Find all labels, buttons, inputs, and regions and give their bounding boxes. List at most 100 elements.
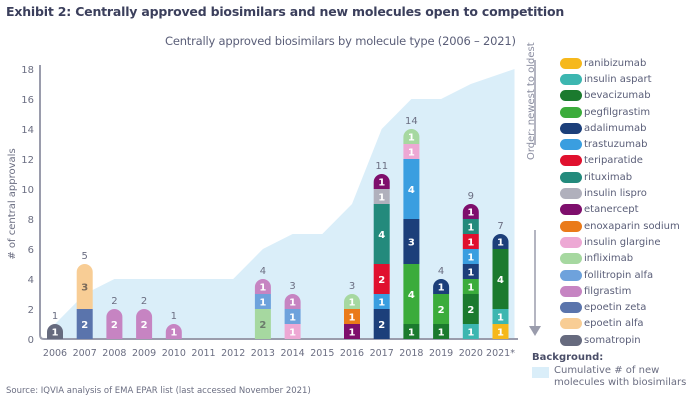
background-legend-text: Cumulative # of new molecules with biosi…: [554, 365, 687, 388]
legend-item: adalimumab: [560, 120, 680, 136]
legend-label: somatropin: [584, 334, 641, 346]
legend-item: epoetin zeta: [560, 299, 680, 315]
bar-total-label: 5: [82, 251, 88, 262]
bar-segment-label: 1: [378, 298, 385, 309]
bar-segment-label: 1: [349, 313, 356, 324]
bar-segment-label: 1: [408, 328, 415, 339]
y-tick-label: 14: [21, 125, 34, 136]
bar-segment-label: 1: [438, 283, 445, 294]
bar-segment-label: 1: [259, 298, 266, 309]
bar-segment-bevacizumab: [403, 324, 420, 339]
legend-item: ranibizumab: [560, 55, 680, 71]
y-tick-label: 12: [21, 155, 34, 166]
bar-segment-label: 4: [497, 275, 504, 286]
legend-swatch: [560, 122, 582, 134]
legend-label: etanercept: [584, 204, 639, 216]
legend-label: enoxaparin sodium: [584, 220, 680, 232]
legend-label: insulin glargine: [584, 236, 661, 248]
bar-segment-infliximab: [403, 129, 420, 144]
bar-segment-trastuzumab: [373, 294, 390, 309]
bar-segment-label: 1: [408, 133, 415, 144]
background-legend-swatch: [532, 367, 549, 378]
legend-label: epoetin zeta: [584, 302, 647, 314]
bar-segment-insulin-glargine: [403, 144, 420, 159]
legend-swatch: [560, 90, 582, 102]
legend-swatch: [560, 57, 582, 69]
x-tick-label: 2018: [399, 348, 423, 359]
bar-segment-label: 2: [81, 320, 88, 331]
y-tick-label: 16: [21, 95, 34, 106]
bar-segment-filgrastim: [284, 294, 301, 309]
bar-segment-label: 1: [467, 238, 474, 249]
bar-segment-label: 1: [259, 283, 266, 294]
bar-segment-epoetin-zeta: [76, 309, 93, 339]
bar-segment-follitropin-alfa: [284, 309, 301, 324]
bar-segment-label: 1: [289, 313, 296, 324]
bar-segment-adalimumab: [462, 264, 479, 279]
bar-segment-label: 4: [378, 230, 385, 241]
bar-segment-infliximab: [344, 294, 360, 309]
bar-total-label: 14: [405, 116, 418, 127]
bar-total-label: 7: [497, 221, 503, 232]
y-tick-label: 2: [28, 305, 34, 316]
legend-swatch: [560, 73, 582, 85]
legend-swatch: [560, 236, 582, 248]
bar-total-label: 9: [468, 191, 474, 202]
legend-swatch: [560, 171, 582, 183]
bar-segment-label: 1: [497, 238, 504, 249]
legend-label: epoetin alfa: [584, 318, 644, 330]
bar-segment-trastuzumab: [403, 159, 420, 219]
legend-label: teriparatide: [584, 155, 643, 167]
bar-total-label: 1: [52, 311, 58, 322]
chart-title: Centrally approved biosimilars by molecu…: [165, 34, 516, 48]
bar-segment-ranibizumab: [492, 324, 509, 339]
legend-item: teriparatide: [560, 153, 680, 169]
bar-total-label: 3: [289, 281, 295, 292]
x-tick-label: 2008: [102, 348, 126, 359]
legend-swatch: [560, 253, 582, 265]
bar-segment-label: 1: [349, 298, 356, 309]
bar-segment-label: 1: [467, 268, 474, 279]
legend-item: insulin glargine: [560, 234, 680, 250]
legend-item: infliximab: [560, 251, 680, 267]
bar-segment-infliximab: [254, 309, 271, 339]
y-tick-label: 4: [28, 275, 34, 286]
legend-swatch: [560, 318, 582, 330]
legend: ranibizumab insulin aspart bevacizumab pegf…: [560, 55, 680, 348]
legend-label: adalimumab: [584, 122, 647, 134]
x-tick-label: 2006: [43, 348, 67, 359]
bar-segment-rituximab: [373, 204, 390, 264]
legend-swatch: [560, 204, 582, 216]
legend-item: epoetin alfa: [560, 316, 680, 332]
bar-total-label: 4: [438, 266, 444, 277]
bar-segment-label: 2: [111, 320, 118, 331]
y-tick-label: 0: [28, 335, 34, 346]
legend-label: bevacizumab: [584, 90, 651, 102]
x-tick-label: 2014: [281, 348, 305, 359]
legend-label: infliximab: [584, 253, 634, 265]
legend-swatch: [560, 106, 582, 118]
legend-label: pegfilgrastim: [584, 106, 651, 118]
bar-segment-filgrastim: [106, 309, 123, 339]
bar-segment-filgrastim: [136, 309, 153, 339]
bar-segment-etanercept: [344, 324, 360, 339]
bar-segment-somatropin: [47, 324, 63, 339]
bar-segment-label: 2: [467, 305, 474, 316]
x-tick-label: 2015: [310, 348, 334, 359]
bar-segment-label: 1: [467, 223, 474, 234]
legend-item: enoxaparin sodium: [560, 218, 680, 234]
bar-segment-etanercept: [462, 204, 479, 219]
bar-segment-label: 1: [170, 328, 177, 339]
bar-segment-label: 2: [141, 320, 148, 331]
legend-label: filgrastim: [584, 285, 632, 297]
bar-segment-insulin-lispro: [373, 189, 390, 204]
bar-segment-label: 1: [378, 193, 385, 204]
bar-total-label: 3: [349, 281, 355, 292]
bar-segment-rituximab: [462, 219, 479, 234]
bar-segment-label: 1: [467, 328, 474, 339]
bar-segment-teriparatide: [462, 234, 479, 249]
legend-swatch: [560, 155, 582, 167]
bar-segment-trastuzumab: [462, 249, 479, 264]
y-tick-label: 6: [28, 245, 34, 256]
